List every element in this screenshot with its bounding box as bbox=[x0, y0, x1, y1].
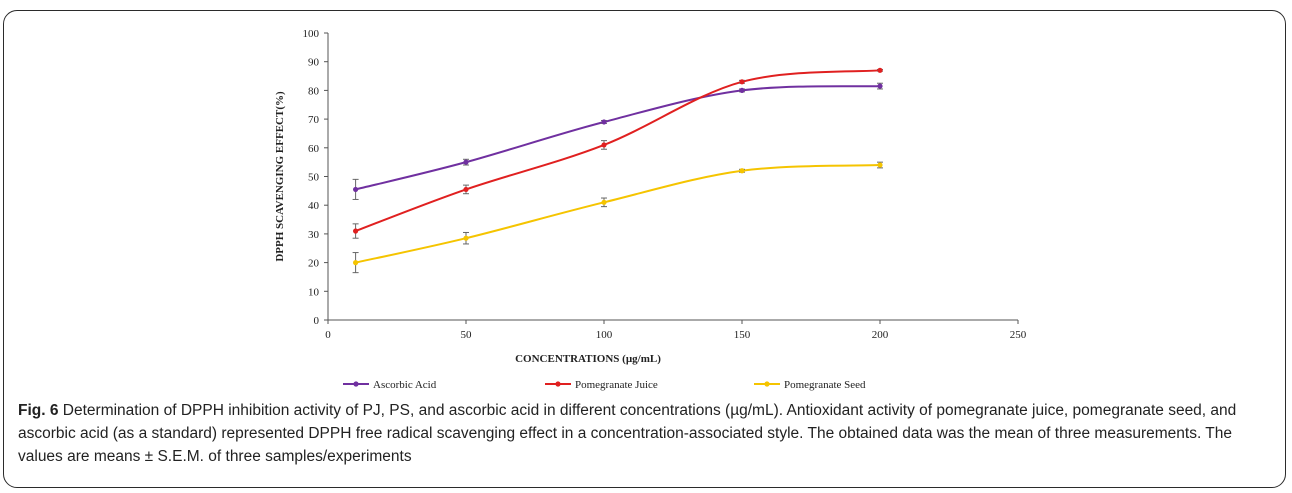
legend-marker-pomegranate-seed bbox=[764, 381, 770, 387]
legend-label-pomegranate-seed: Pomegranate Seed bbox=[784, 379, 866, 391]
data-point bbox=[601, 142, 607, 148]
series-pomegranate-juice bbox=[352, 67, 883, 239]
series-line-ascorbic-acid bbox=[355, 85, 881, 191]
series-line-pomegranate-juice bbox=[355, 69, 881, 232]
data-point bbox=[353, 228, 359, 234]
y-tick-label: 90 bbox=[308, 57, 320, 69]
y-axis-title: DPPH SCAVENGING EFFECT(%) bbox=[274, 91, 286, 262]
data-point bbox=[601, 199, 607, 205]
y-tick-label: 100 bbox=[303, 28, 320, 40]
data-point bbox=[353, 186, 359, 193]
y-tick-label: 60 bbox=[308, 143, 320, 155]
legend-label-pomegranate-juice: Pomegranate Juice bbox=[575, 379, 658, 391]
x-tick-label: 100 bbox=[596, 329, 613, 341]
legend-label-ascorbic-acid: Ascorbic Acid bbox=[373, 379, 437, 391]
x-tick-label: 50 bbox=[461, 329, 473, 341]
y-tick-label: 30 bbox=[308, 229, 320, 241]
y-tick-label: 50 bbox=[308, 172, 320, 184]
y-tick-label: 20 bbox=[308, 258, 320, 270]
series-ascorbic-acid bbox=[352, 82, 883, 200]
data-point bbox=[877, 83, 883, 89]
x-axis-title: CONCENTRATIONS (µg/mL) bbox=[515, 353, 661, 365]
data-point bbox=[601, 119, 607, 125]
legend-marker-pomegranate-juice bbox=[555, 381, 561, 387]
y-tick-label: 10 bbox=[308, 286, 320, 298]
x-tick-label: 200 bbox=[872, 329, 889, 341]
chart-axes: 0 10 20 30 40 50 60 70 80 90 100 0 50 100 150 200 250 CON… bbox=[274, 28, 1027, 365]
y-tick-label: 0 bbox=[314, 315, 320, 327]
data-point bbox=[877, 162, 883, 168]
y-tick-label: 40 bbox=[308, 200, 320, 212]
data-point bbox=[739, 168, 745, 174]
data-point bbox=[463, 235, 469, 241]
data-point bbox=[353, 260, 359, 266]
data-point bbox=[877, 67, 883, 73]
chart-legend: Ascorbic Acid Pomegranate Juice Pomegranat… bbox=[343, 379, 866, 391]
y-tick-label: 70 bbox=[308, 114, 320, 126]
series-line-pomegranate-seed bbox=[355, 164, 881, 264]
y-tick-label: 80 bbox=[308, 85, 320, 97]
figure-caption: Fig. 6 Determination of DPPH inhibition … bbox=[18, 399, 1268, 468]
x-tick-label: 250 bbox=[1010, 329, 1027, 341]
chart-series bbox=[352, 67, 883, 274]
data-point bbox=[739, 79, 745, 85]
series-pomegranate-seed bbox=[352, 161, 883, 274]
data-point bbox=[463, 159, 469, 165]
x-tick-label: 150 bbox=[734, 329, 751, 341]
x-tick-label: 0 bbox=[325, 329, 331, 341]
legend-marker-ascorbic-acid bbox=[353, 381, 359, 387]
data-point bbox=[463, 186, 469, 193]
figure-label: Fig. 6 bbox=[18, 402, 59, 419]
data-point bbox=[739, 87, 745, 93]
caption-text: Determination of DPPH inhibition activit… bbox=[18, 402, 1237, 465]
figure-frame bbox=[3, 10, 1286, 488]
